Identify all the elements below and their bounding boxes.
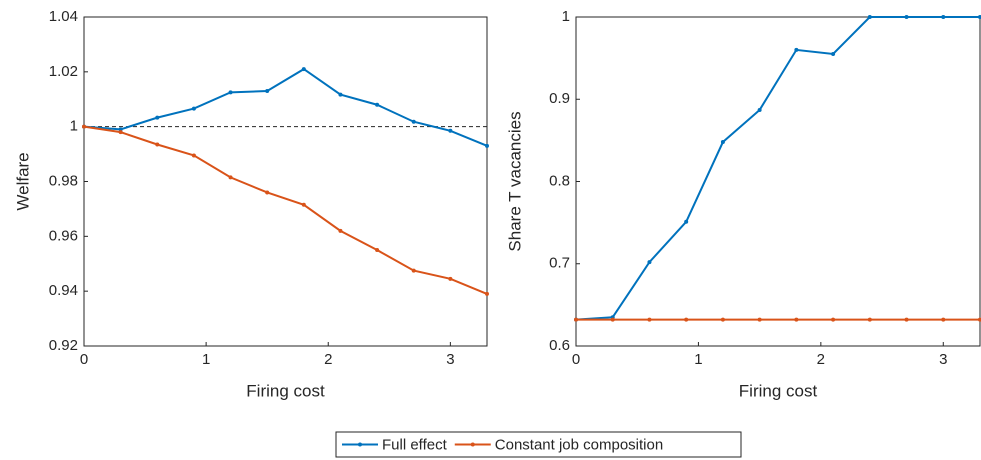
marker [867,317,872,322]
plot-area [575,16,981,347]
plot-area [83,16,488,347]
marker [757,317,762,322]
y-axis-label: Welfare [13,152,32,210]
y-tick-label: 1 [70,118,78,135]
y-tick-label: 0.96 [49,227,78,244]
y-tick-label: 0.94 [49,282,78,299]
y-tick-label: 1 [562,8,570,25]
marker [411,119,416,124]
x-tick-label: 3 [939,351,947,368]
x-tick-label: 0 [80,351,88,368]
marker [448,276,453,281]
marker [118,127,123,132]
marker [720,140,725,145]
marker [265,89,270,94]
marker [904,15,909,19]
marker [647,260,652,265]
y-tick-label: 1.04 [49,8,78,25]
marker [228,175,233,180]
legend-label: Constant job composition [495,436,663,453]
y-tick-label: 0.8 [549,172,570,189]
marker [375,248,380,253]
y-tick-label: 0.98 [49,172,78,189]
marker [191,153,196,158]
y-axis-label: Share T vacancies [505,111,524,251]
marker [941,317,946,322]
legend-marker [470,442,475,447]
marker [338,92,343,97]
marker [191,106,196,111]
marker [301,202,306,207]
marker [610,317,615,322]
legend-label: Full effect [382,436,448,453]
marker [941,15,946,19]
x-tick-label: 3 [446,351,454,368]
marker [684,317,689,322]
marker [485,143,489,148]
marker [867,15,872,19]
marker [794,317,799,322]
marker [485,291,489,296]
y-tick-label: 0.6 [549,337,570,354]
marker [155,142,160,147]
x-tick-label: 2 [817,351,825,368]
x-tick-label: 2 [324,351,332,368]
marker [448,128,453,133]
marker [757,107,762,112]
x-axis-label: Firing cost [739,381,818,400]
marker [684,219,689,224]
y-tick-label: 1.02 [49,63,78,80]
marker [118,130,123,135]
y-tick-label: 0.92 [49,337,78,354]
series-line [575,16,980,321]
marker [338,228,343,233]
marker [794,47,799,52]
x-tick-label: 1 [694,351,702,368]
marker [574,317,578,322]
marker [720,317,725,322]
y-tick-label: 0.7 [549,255,570,272]
series-line [83,67,488,147]
marker [831,317,836,322]
marker [265,190,270,195]
legend-marker [358,442,362,447]
marker [978,15,981,19]
y-tick-label: 0.9 [549,90,570,107]
marker [301,67,306,72]
marker [647,317,652,322]
marker [831,52,836,57]
marker [82,124,86,129]
marker [375,102,380,107]
series-line [83,125,488,295]
marker [411,268,416,273]
marker [228,90,233,95]
legend [335,431,742,458]
x-axis-label: Firing cost [246,381,325,400]
marker [155,115,160,120]
marker [978,317,981,322]
x-tick-label: 1 [202,351,210,368]
x-tick-label: 0 [572,351,580,368]
marker [904,317,909,322]
